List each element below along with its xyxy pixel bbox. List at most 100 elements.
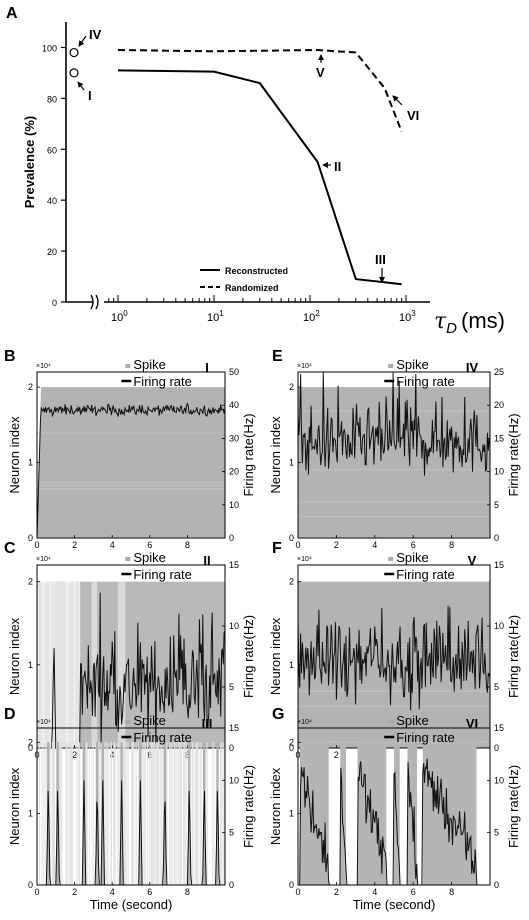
right-axis-title-C: Firing rate(Hz) bbox=[241, 615, 256, 698]
legend-label-randomized: Randomized bbox=[225, 283, 279, 293]
left-tick-label-B: 0 bbox=[28, 533, 33, 543]
raster-burst bbox=[101, 742, 104, 885]
left-tick-label-C: 1 bbox=[28, 660, 33, 670]
left-axis-title-D: Neuron index bbox=[7, 767, 22, 845]
left-axis-title-G: Neuron index bbox=[268, 767, 283, 845]
left-tick-label-E: 2 bbox=[289, 382, 294, 392]
x-tick-label-C: 6 bbox=[147, 750, 152, 760]
y-tick-label-A: 20 bbox=[47, 247, 57, 257]
x-tick-label-C: 2 bbox=[72, 750, 77, 760]
annotation-I: I bbox=[88, 88, 92, 103]
right-tick-label-G: 10 bbox=[494, 775, 504, 785]
raster-burst bbox=[394, 742, 400, 885]
right-axis-title-F: Firing rate(Hz) bbox=[506, 615, 521, 698]
annotation-VI: VI bbox=[407, 108, 419, 123]
x-tick-label-A: 102 bbox=[303, 309, 320, 324]
raster-fill bbox=[80, 581, 225, 748]
left-tick-label-C: 2 bbox=[28, 577, 33, 587]
right-tick-label-B: 20 bbox=[229, 467, 239, 477]
multiplier-D: ×10⁴ bbox=[36, 719, 51, 726]
panel-marker-E: IV bbox=[466, 360, 479, 375]
right-tick-label-B: 50 bbox=[229, 367, 239, 377]
panel-marker-D: III bbox=[202, 716, 213, 731]
y-tick-label-A: 40 bbox=[47, 196, 57, 206]
panel-label-B: B bbox=[4, 348, 16, 365]
tick-exponent: 3 bbox=[411, 309, 416, 318]
legend-swatch-spike-C bbox=[125, 557, 131, 561]
right-tick-label-C: 15 bbox=[229, 560, 239, 570]
right-tick-label-B: 10 bbox=[229, 500, 239, 510]
x-tick-label-E: 0 bbox=[295, 540, 300, 550]
x-axis-title-D: Time (second) bbox=[90, 897, 173, 912]
panel-label-A: A bbox=[6, 5, 18, 22]
multiplier-G: ×10⁴ bbox=[297, 719, 312, 726]
right-tick-label-G: 5 bbox=[494, 828, 499, 838]
annotation-IV: IV bbox=[89, 27, 102, 42]
y-tick-label-A: 80 bbox=[47, 94, 57, 104]
left-tick-label-G: 2 bbox=[289, 737, 294, 747]
right-tick-label-B: 40 bbox=[229, 400, 239, 410]
x-tick-label-G: 0 bbox=[295, 887, 300, 897]
raster-burst bbox=[120, 742, 123, 885]
multiplier-B: ×10⁴ bbox=[36, 363, 51, 370]
raster-burst bbox=[163, 742, 167, 885]
right-tick-label-G: 15 bbox=[494, 723, 504, 733]
x-tick-label-D: 6 bbox=[147, 887, 152, 897]
x-tick-label-C: 8 bbox=[185, 750, 190, 760]
raster-gap bbox=[117, 581, 126, 748]
left-tick-label-E: 1 bbox=[289, 458, 294, 468]
right-tick-label-B: 30 bbox=[229, 433, 239, 443]
firing-rate-line-B bbox=[37, 402, 225, 538]
multiplier-C: ×10⁴ bbox=[36, 556, 51, 563]
left-tick-label-F: 0 bbox=[289, 743, 294, 753]
left-tick-label-E: 0 bbox=[289, 533, 294, 543]
legend-swatch-spike-E bbox=[388, 364, 394, 368]
raster-burst bbox=[95, 742, 99, 885]
x-tick-label-B: 8 bbox=[185, 540, 190, 550]
legend-label-rate-C: Firing rate bbox=[133, 567, 192, 582]
right-tick-label-F: 10 bbox=[494, 621, 504, 631]
legend-label-spike-C: Spike bbox=[133, 550, 166, 565]
series-line-randomized bbox=[117, 48, 403, 132]
right-tick-label-F: 15 bbox=[494, 560, 504, 570]
x-tick-label-D: 0 bbox=[34, 887, 39, 897]
x-tick-label-G: 4 bbox=[372, 887, 377, 897]
tick-exponent: 2 bbox=[315, 309, 320, 318]
right-tick-label-G: 0 bbox=[494, 880, 499, 890]
firing-rate-line-G bbox=[298, 758, 490, 885]
panel-label-C: C bbox=[4, 540, 16, 557]
left-axis-title-F: Neuron index bbox=[268, 617, 283, 695]
x-tick-label-F: 2 bbox=[334, 750, 339, 760]
firing-rate-line-F bbox=[298, 605, 490, 711]
x-axis-title-A: τD (ms) bbox=[434, 308, 505, 337]
right-axis-title-D: Firing rate(Hz) bbox=[241, 765, 256, 848]
x-tick-label-A: 103 bbox=[399, 309, 416, 324]
y-tick-label-A: 0 bbox=[52, 298, 57, 308]
panel-label-F: F bbox=[272, 540, 282, 557]
panel-marker-C: II bbox=[203, 553, 210, 568]
left-axis-title-C: Neuron index bbox=[7, 617, 22, 695]
raster-G bbox=[298, 742, 490, 885]
raster-F bbox=[298, 581, 490, 748]
x-tick-label-D: 8 bbox=[185, 887, 190, 897]
right-tick-label-D: 15 bbox=[229, 723, 239, 733]
right-tick-label-E: 0 bbox=[494, 533, 499, 543]
plot-frame-D bbox=[36, 727, 226, 886]
legend-label-reconstructed: Reconstructed bbox=[225, 266, 288, 276]
left-tick-label-C: 0 bbox=[28, 743, 33, 753]
x-tick-label-G: 8 bbox=[449, 887, 454, 897]
firing-rate-line-C bbox=[37, 592, 225, 748]
panel-label-G: G bbox=[272, 706, 284, 723]
x-tick-label-E: 2 bbox=[334, 540, 339, 550]
panel-label-E: E bbox=[272, 348, 283, 365]
right-tick-label-E: 20 bbox=[494, 400, 504, 410]
right-axis-title-G: Firing rate(Hz) bbox=[506, 765, 521, 848]
raster-burst bbox=[422, 742, 477, 885]
x-tick-label-E: 8 bbox=[449, 540, 454, 550]
x-tick-label-B: 2 bbox=[72, 540, 77, 550]
right-tick-label-F: 0 bbox=[494, 743, 499, 753]
legend-label-spike-B: Spike bbox=[133, 357, 166, 372]
tick-exponent: 0 bbox=[123, 309, 128, 318]
x-tick-label-B: 0 bbox=[34, 540, 39, 550]
